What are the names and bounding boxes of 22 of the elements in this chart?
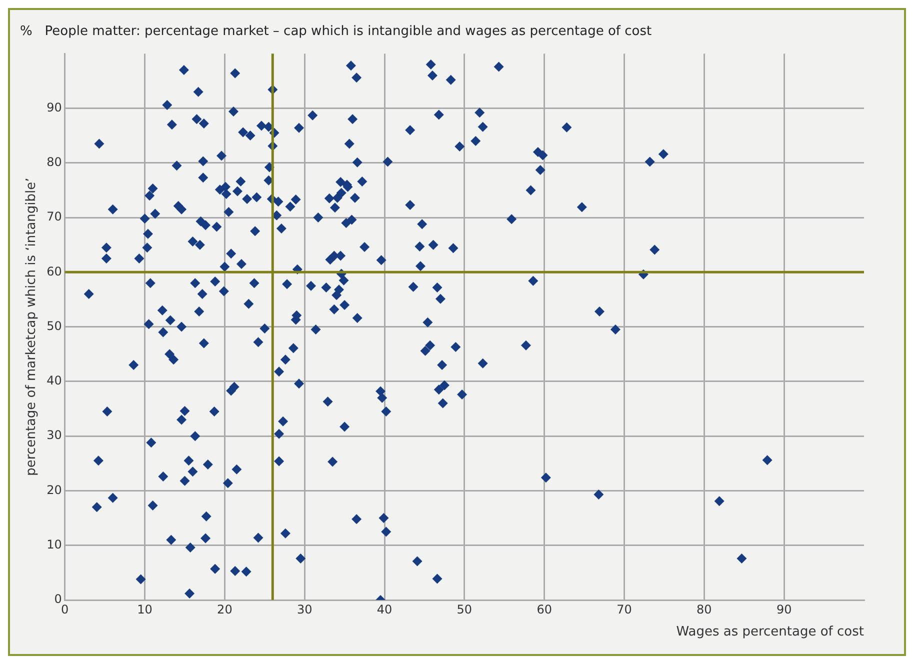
y-tick-label: 70 [46,210,62,224]
y-axis-title: percentage of marketcap which is ‘intangible’ [24,178,40,476]
x-tick-label: 90 [776,602,792,616]
x-tick-label: 50 [456,602,472,616]
x-tick-label: 30 [296,602,312,616]
x-axis-title: Wages as percentage of cost [676,624,864,640]
y-tick-label: 10 [46,537,62,552]
x-tick-label: 40 [376,602,392,616]
chart-title: % People matter: percentage market – cap which is intangible and wages as percentage of cost [20,24,652,40]
x-tick-label: 10 [137,602,152,616]
x-tick-label: 70 [616,602,632,616]
y-tick-label: 30 [46,428,62,442]
x-tick-label: 80 [696,602,712,616]
y-tick-label: 20 [46,482,62,497]
y-tick-label: 90 [46,100,62,114]
y-tick-label: 40 [46,374,62,388]
y-tick-label: 60 [46,264,62,278]
x-tick-label: 60 [536,602,552,616]
y-tick-label: 50 [46,318,62,333]
x-tick-label: 20 [217,602,232,616]
y-tick-label: 0 [54,592,62,606]
y-tick-label: 80 [46,155,62,170]
